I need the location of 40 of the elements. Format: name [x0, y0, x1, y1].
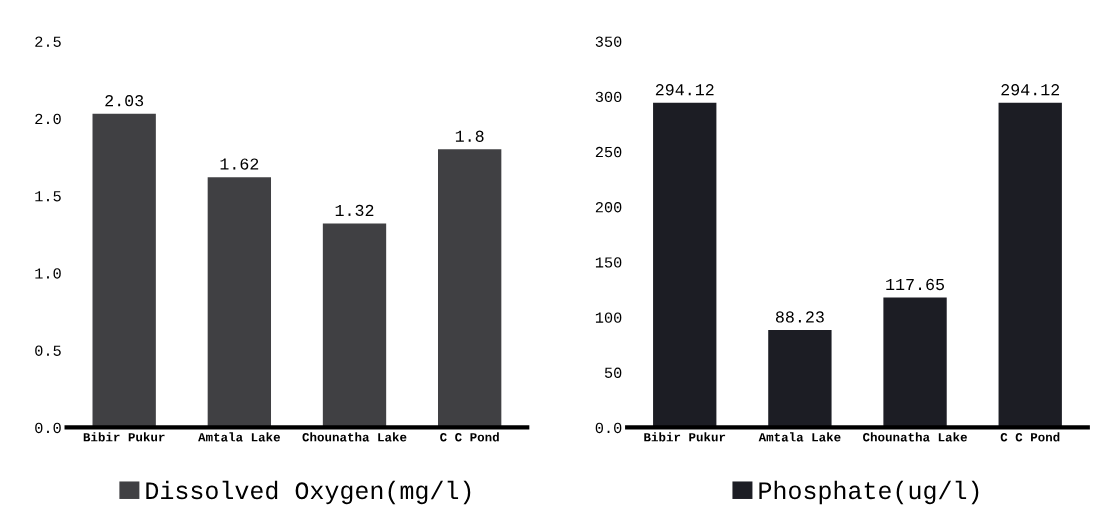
data-label: 88.23 [775, 311, 824, 323]
x-tick-label: Bibir Pukur [644, 432, 726, 442]
y-tick-label: 0.0 [595, 422, 622, 434]
text: 1.62 [220, 158, 259, 170]
y-tick-label: 1.5 [35, 191, 61, 202]
y-tick-label: 300 [595, 91, 622, 103]
x-tick-label: C C Pond [440, 432, 499, 442]
text: 2.03 [105, 95, 144, 107]
data-label: 294.12 [655, 84, 714, 96]
bar [998, 102, 1062, 428]
y-tick-label: 150 [595, 257, 622, 268]
x-tick-label: Chounatha Lake [863, 432, 967, 442]
text: 1.8 [455, 130, 484, 142]
x-tick-label: C C Pond [1000, 432, 1060, 442]
text: 1.32 [335, 204, 374, 217]
y-tick-label: 50 [604, 367, 622, 378]
data-label: 294.12 [1001, 84, 1060, 96]
bar [653, 102, 717, 428]
legend-label: Phosphate(ug/l) [759, 480, 979, 505]
x-tick-label: Amtala Lake [198, 432, 280, 442]
y-tick-label: 0.5 [35, 345, 61, 356]
bar [883, 297, 947, 428]
bar [438, 149, 502, 428]
y-tick-label: 0.0 [35, 422, 61, 434]
y-tick-label: 100 [595, 312, 622, 323]
x-tick-label: Amtala Lake [758, 432, 841, 442]
data-label: 117.65 [886, 278, 944, 291]
y-tick-label: 1.0 [35, 268, 61, 279]
y-tick-label: 350 [595, 36, 622, 47]
y-tick-label: 2.0 [35, 113, 61, 125]
bar [322, 223, 387, 428]
bar [207, 177, 272, 428]
legend-label: Dissolved Oxygen(mg/l) [146, 480, 471, 505]
x-tick-label: Chounatha Lake [302, 432, 407, 442]
bar [768, 330, 832, 428]
x-tick-label: Bibir Pukur [83, 432, 165, 442]
y-tick-label: 200 [595, 202, 622, 213]
y-tick-label: 2.5 [35, 36, 61, 47]
y-tick-label: 250 [595, 146, 622, 158]
bar [92, 113, 156, 428]
